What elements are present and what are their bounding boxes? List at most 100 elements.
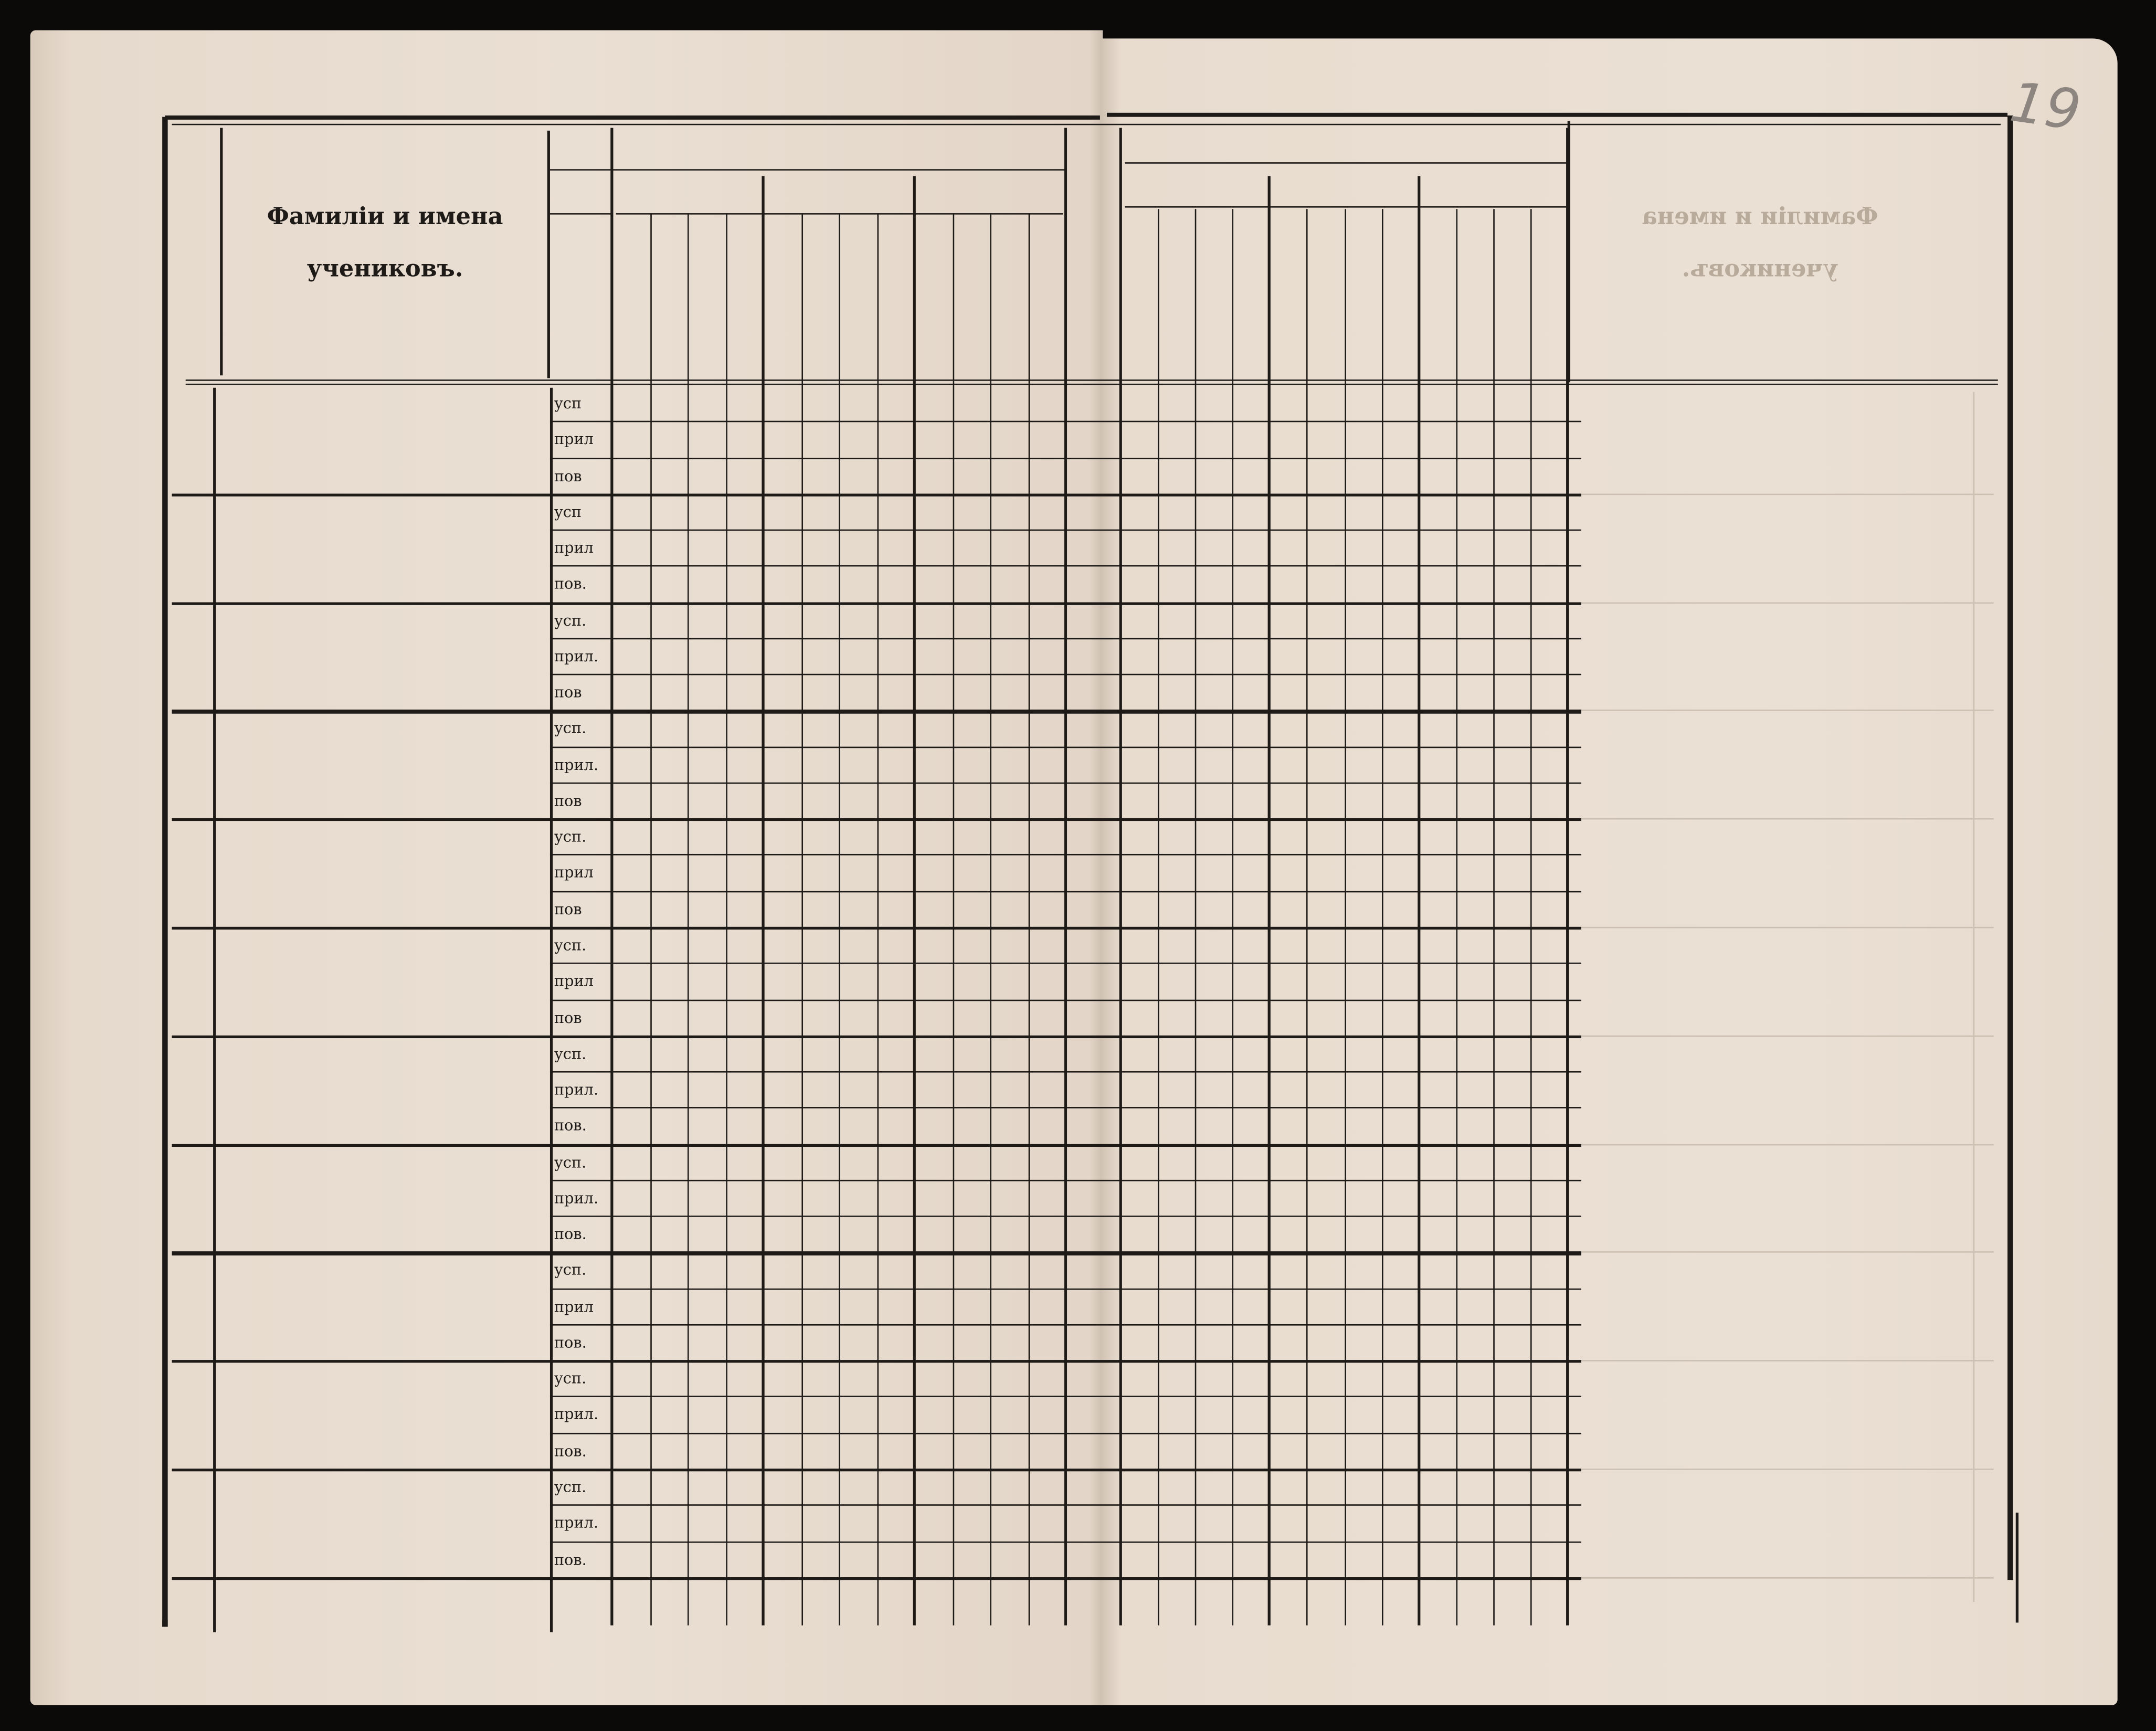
diligence-label: прил. [554, 1514, 599, 1533]
diligence-label: прил. [554, 1081, 599, 1099]
sub-row-line [549, 890, 1581, 892]
header-sub-line-label [549, 169, 612, 171]
sub-row-line [549, 1287, 1581, 1290]
sub-row-line [549, 638, 1581, 639]
minor-column-line [687, 213, 689, 1626]
border-bottom-left [162, 1620, 168, 1627]
show-through-row-line [1581, 1143, 1994, 1145]
sub-row-line [549, 854, 1581, 856]
name-col-left-header [220, 128, 223, 376]
show-through-title-line2: учениковъ. [1682, 256, 1838, 283]
handwritten-page-number: 19 [2006, 71, 2085, 144]
sub-row-line [549, 1432, 1581, 1434]
success-label: усп. [554, 611, 587, 629]
student-row-divider [172, 1143, 1581, 1147]
header-bottom-2 [185, 383, 1998, 385]
success-label: усп [554, 394, 582, 413]
minor-column-line [801, 213, 802, 1626]
minor-column-line [839, 213, 840, 1626]
major-column-line [1064, 128, 1068, 1626]
border-right [2007, 115, 2013, 1580]
success-label: усп. [554, 936, 587, 955]
success-label: усп. [554, 828, 587, 846]
minor-column-line [1306, 209, 1308, 1626]
sub-row-line [549, 1107, 1581, 1109]
show-through-row-line [1581, 1577, 1994, 1579]
show-through-col-right [1973, 392, 1975, 1602]
success-label: усп. [554, 1153, 587, 1171]
show-through-row-line [1581, 493, 1994, 495]
sub-row-line [549, 746, 1581, 748]
success-label: усп. [554, 1044, 587, 1063]
diligence-label: прил [554, 430, 594, 449]
diligence-label: прил. [554, 1406, 599, 1424]
major-column-line [762, 176, 765, 1626]
diligence-label: прил. [554, 1189, 599, 1207]
sub-row-line [549, 1179, 1581, 1181]
student-row-divider [172, 818, 1581, 822]
student-row-divider [172, 1360, 1581, 1364]
minor-column-line [1344, 209, 1346, 1626]
major-column-line [610, 128, 614, 1626]
major-column-line [1418, 176, 1421, 1626]
show-through-title-line1: Фамиліи и имена [1642, 203, 1878, 231]
behavior-label: пов [554, 1008, 582, 1027]
success-label: усп. [554, 1261, 587, 1280]
student-row-divider [172, 493, 1581, 497]
diligence-label: прил. [554, 756, 599, 774]
diligence-label: прил [554, 864, 594, 882]
student-row-divider [172, 710, 1581, 713]
minor-column-line [725, 213, 727, 1626]
minor-column-line [1456, 209, 1458, 1626]
minor-column-line [1381, 209, 1383, 1626]
behavior-label: пов [554, 791, 582, 810]
diligence-label: прил [554, 539, 594, 557]
border-top-inner [172, 123, 2001, 125]
header-title-line1: Фамиліи и имена [267, 203, 503, 231]
behavior-label: пов. [554, 1117, 587, 1135]
major-column-line [1267, 176, 1271, 1626]
sub-row-line [549, 999, 1581, 1001]
behavior-label: пов. [554, 575, 587, 594]
minor-column-line [1493, 209, 1495, 1626]
behavior-label: пов. [554, 1550, 587, 1569]
show-through-col [1567, 121, 1570, 383]
name-col-left [213, 387, 216, 1632]
behavior-label: пов [554, 900, 582, 919]
sub-row-line [549, 674, 1581, 675]
behavior-label: пов [554, 467, 582, 485]
show-through-row-line [1581, 1035, 1994, 1037]
show-through-row-line [1581, 926, 1994, 928]
diligence-label: прил. [554, 647, 599, 666]
diligence-label: прил [554, 1297, 594, 1316]
minor-column-line [1028, 213, 1029, 1626]
show-through-row-line [1581, 818, 1994, 820]
major-column-line [1566, 128, 1569, 1626]
student-row-divider [172, 1252, 1581, 1255]
border-right-tail [2015, 1512, 2019, 1623]
sub-row-line [549, 421, 1581, 423]
sub-row-line [549, 1396, 1581, 1398]
minor-column-line [876, 213, 878, 1626]
sub-row-line [549, 529, 1581, 531]
sub-row-line [549, 1540, 1581, 1543]
success-label: усп. [554, 1369, 587, 1388]
behavior-label: пов. [554, 1225, 587, 1243]
success-label: усп [554, 503, 582, 521]
sub-row-line [549, 1324, 1581, 1326]
sub-row-line [549, 782, 1581, 784]
behavior-label: пов. [554, 1442, 587, 1460]
header-bottom [185, 379, 1998, 381]
show-through-row-line [1581, 1360, 1994, 1362]
sub-row-line [549, 1216, 1581, 1217]
major-column-line [913, 176, 916, 1626]
minor-column-line [952, 213, 954, 1626]
student-row-divider [172, 1577, 1581, 1580]
name-col-right-header [547, 130, 550, 378]
sub-row-line [549, 565, 1581, 567]
show-through-row-line [1581, 1469, 1994, 1470]
student-row-divider [172, 601, 1581, 605]
student-row-divider [172, 926, 1581, 930]
border-left [162, 117, 168, 1627]
